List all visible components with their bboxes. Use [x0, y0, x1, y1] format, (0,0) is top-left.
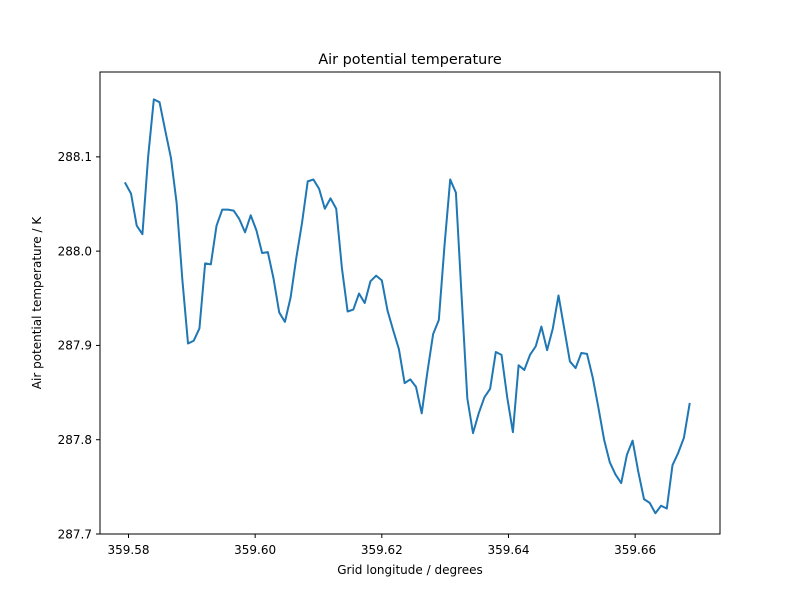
x-tick-label: 359.64 [487, 543, 529, 557]
x-axis-label: Grid longitude / degrees [337, 563, 483, 577]
y-tick-label: 287.9 [58, 339, 92, 353]
y-tick-label: 287.8 [58, 433, 92, 447]
y-tick-label: 288.0 [58, 244, 92, 258]
x-tick-label: 359.60 [234, 543, 276, 557]
y-axis: 287.7 287.8 287.9 288.0 288.1 [58, 150, 100, 541]
x-axis: 359.58 359.60 359.62 359.64 359.66 [107, 534, 656, 557]
y-axis-label: Air potential temperature / K [30, 216, 44, 390]
y-tick-label: 288.1 [58, 150, 92, 164]
plot-frame [99, 71, 721, 535]
x-tick-label: 359.58 [107, 543, 149, 557]
plot-area [123, 98, 691, 515]
chart-title: Air potential temperature [318, 52, 502, 68]
series-line [123, 98, 691, 515]
y-tick-label: 287.7 [58, 527, 92, 541]
x-tick-label: 359.66 [614, 543, 656, 557]
x-tick-label: 359.62 [361, 543, 403, 557]
